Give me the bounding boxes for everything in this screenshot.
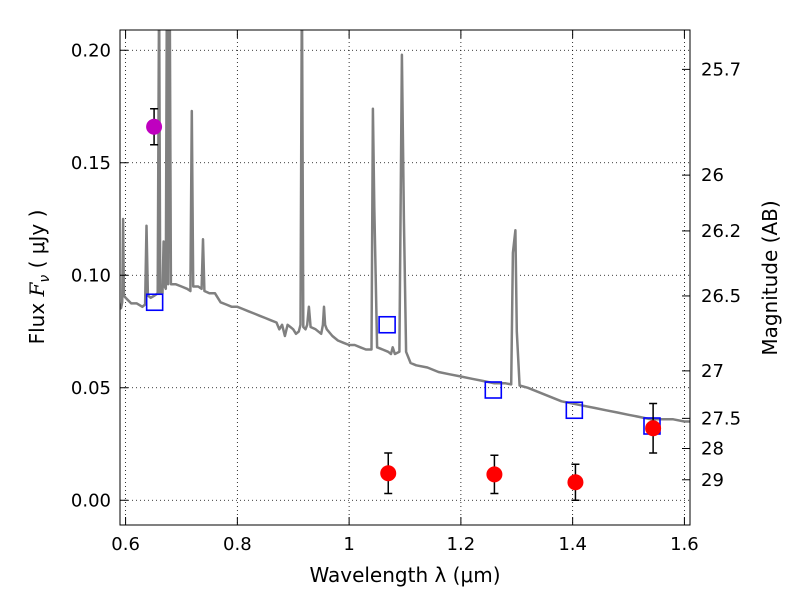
detection-point xyxy=(146,118,163,135)
y2-axis-label: Magnitude (AB) xyxy=(758,200,782,355)
x-tick-label: 1.6 xyxy=(670,534,699,555)
model-photometry-square xyxy=(565,401,584,420)
y-tick-label: 0.20 xyxy=(71,40,111,61)
y-axis-label-prefix: Flux xyxy=(25,296,49,344)
model-photometry-square xyxy=(378,315,396,334)
y-tick-label: 0.05 xyxy=(71,378,111,399)
spectrum-line xyxy=(120,30,690,423)
y-tick-label: 0.15 xyxy=(71,153,111,174)
plot-frame xyxy=(119,29,691,526)
y2-tick-label: 27 xyxy=(701,361,724,382)
y2-tick-label: 27.5 xyxy=(701,408,741,429)
y2-tick-label: 26.5 xyxy=(701,286,741,307)
x-tick-label: 1 xyxy=(343,534,354,555)
x-tick-label: 0.6 xyxy=(111,534,140,555)
measured-point xyxy=(567,474,584,491)
y-tick-label: 0.10 xyxy=(71,265,111,286)
y-axis-label-subscript: ν xyxy=(37,275,53,283)
y2-tick-label: 26.2 xyxy=(701,221,741,242)
plot-area xyxy=(120,30,690,501)
y2-tick-label: 28 xyxy=(701,439,724,460)
y2-tick-label: 29 xyxy=(701,470,724,491)
model-photometry-square xyxy=(484,381,503,399)
model-photometry-square xyxy=(145,293,164,312)
measured-point xyxy=(645,420,662,437)
y2-tick-label: 26 xyxy=(701,165,724,186)
x-tick-label: 0.8 xyxy=(223,534,252,555)
x-tick-label: 1.4 xyxy=(558,534,587,555)
axes: 0.6 0.8 1 1.2 1.4 1.6 0.00 0.05 0.10 0.15 0.20 25.7… xyxy=(71,30,741,555)
y-tick-label: 0.00 xyxy=(71,490,111,511)
y-axis-label-symbol: F xyxy=(25,281,49,297)
y-axis-label-suffix: ( μJy ) xyxy=(25,210,49,275)
y2-tick-label: 25.7 xyxy=(701,59,741,80)
measured-point xyxy=(380,465,397,482)
y-axis-label: Flux Fν ( μJy ) xyxy=(25,210,53,345)
x-tick-label: 1.2 xyxy=(447,534,476,555)
measured-point xyxy=(486,466,503,483)
x-axis-label: Wavelength λ (μm) xyxy=(309,563,500,587)
